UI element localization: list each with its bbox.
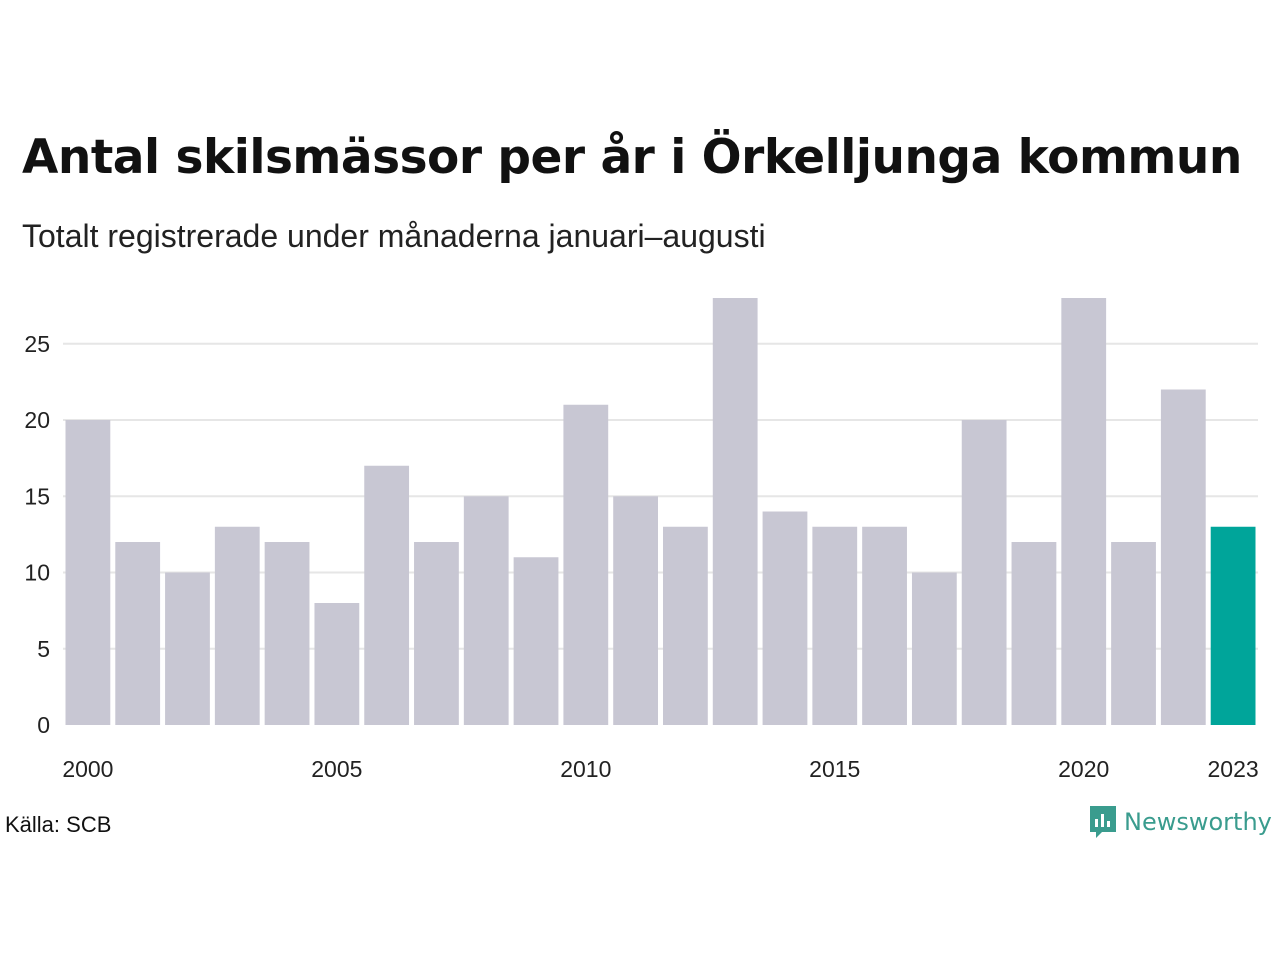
bar-2019	[1011, 542, 1057, 725]
bar-2000	[65, 420, 111, 725]
bar-2004	[264, 542, 310, 725]
bar-2013	[712, 298, 758, 725]
x-axis-ticks: 2000 2005 2010 2015 2020 2023	[62, 756, 1258, 782]
newsworthy-logo-icon	[1090, 806, 1116, 838]
x-tick-label-2020: 2020	[1058, 756, 1109, 782]
newsworthy-brand-name: Newsworthy	[1124, 808, 1272, 836]
bar-2006	[364, 465, 410, 725]
y-axis-ticks: 0 5 10 15 20 25	[24, 331, 50, 738]
newsworthy-logo: Newsworthy	[1088, 804, 1272, 840]
bar-2018	[961, 420, 1007, 725]
bar-2003	[214, 526, 260, 725]
bar-chart: 0 5 10 15 20 25 2000 2005 2010 2015 2020 2023	[24, 298, 1259, 782]
y-tick-label: 25	[24, 331, 50, 357]
y-tick-label: 20	[24, 407, 50, 433]
y-tick-label: 15	[24, 483, 50, 509]
bar-2017	[911, 572, 957, 725]
bar-2014	[762, 511, 808, 725]
bar-2012	[663, 526, 708, 725]
bar-2015	[812, 526, 858, 725]
bar-2005	[314, 603, 360, 725]
x-tick-label-2005: 2005	[311, 756, 362, 782]
bar-2009	[513, 557, 559, 725]
grid-lines	[63, 342, 1258, 650]
bar-2020	[1061, 298, 1107, 725]
x-tick-label-2015: 2015	[809, 756, 860, 782]
bars	[65, 298, 1256, 725]
bar-2022	[1160, 389, 1206, 725]
chart-title: Antal skilsmässor per år i Örkelljunga k…	[22, 130, 1242, 185]
bar-2023	[1210, 526, 1256, 725]
bar-2021	[1111, 542, 1156, 725]
bar-2010	[563, 404, 609, 725]
bar-2002	[165, 572, 210, 725]
chart-subtitle: Totalt registrerade under månaderna janu…	[22, 218, 766, 254]
bar-2007	[414, 542, 459, 725]
bar-2016	[862, 526, 907, 725]
source-note: Källa: SCB	[5, 812, 112, 837]
bar-2008	[463, 496, 509, 725]
x-tick-label-2000: 2000	[62, 756, 113, 782]
x-tick-label-2010: 2010	[560, 756, 611, 782]
y-tick-label: 0	[37, 712, 50, 738]
bar-2001	[115, 542, 161, 725]
y-tick-label: 5	[37, 636, 50, 662]
y-tick-label: 10	[24, 560, 50, 586]
x-tick-label-2023: 2023	[1208, 756, 1259, 782]
bar-2011	[613, 496, 658, 725]
